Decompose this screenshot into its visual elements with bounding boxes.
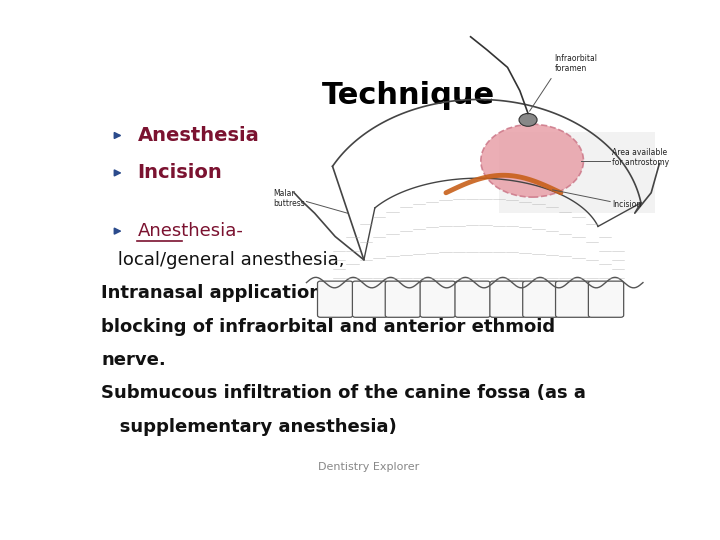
Circle shape [519,113,537,126]
Text: Technique: Technique [322,82,495,111]
Text: supplementary anesthesia): supplementary anesthesia) [101,417,397,436]
Text: Incision: Incision [612,200,642,209]
FancyBboxPatch shape [318,281,353,318]
Text: Infraorbital
foramen: Infraorbital foramen [554,54,598,73]
FancyBboxPatch shape [385,281,420,318]
Text: Incision: Incision [138,164,222,183]
FancyBboxPatch shape [420,281,456,318]
FancyBboxPatch shape [352,281,387,318]
Text: Malar
buttress: Malar buttress [274,189,305,208]
Text: nerve.: nerve. [101,351,166,369]
Text: Area available
for antrostomy: Area available for antrostomy [612,148,670,167]
Text: Dentistry Explorer: Dentistry Explorer [318,462,420,472]
Text: local/general anesthesia,: local/general anesthesia, [112,251,345,269]
Text: Anesthesia: Anesthesia [138,126,259,145]
FancyBboxPatch shape [523,281,558,318]
FancyBboxPatch shape [490,281,525,318]
FancyBboxPatch shape [500,132,655,213]
Text: Anesthesia-: Anesthesia- [138,222,243,240]
FancyBboxPatch shape [556,281,591,318]
Text: Intranasal application of xylocaine jelly,: Intranasal application of xylocaine jell… [101,285,505,302]
Ellipse shape [481,124,583,197]
FancyBboxPatch shape [455,281,490,318]
Text: blocking of infraorbital and anterior ethmoid: blocking of infraorbital and anterior et… [101,318,555,336]
Text: Submucous infiltration of the canine fossa (as a: Submucous infiltration of the canine fos… [101,384,586,402]
FancyBboxPatch shape [588,281,624,318]
